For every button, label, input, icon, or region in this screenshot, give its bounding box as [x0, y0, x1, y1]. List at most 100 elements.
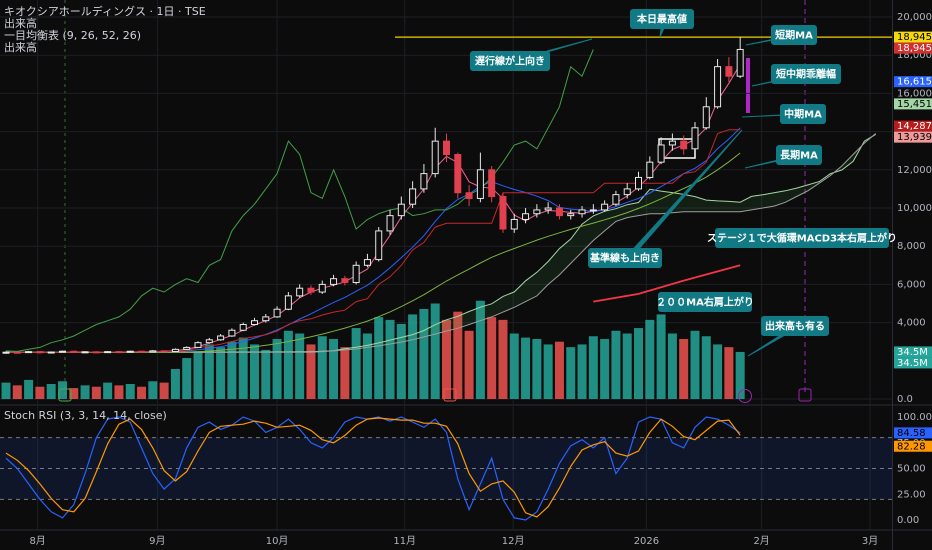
volume-bar [690, 330, 700, 399]
volume-bar [374, 317, 384, 399]
x-tick-label: 12月 [502, 535, 525, 547]
y-tick-label: 8,000 [897, 241, 926, 252]
candle-body [680, 140, 688, 150]
legend-text: キオクシアホールディングス · 1日 · TSE [4, 4, 206, 18]
candle-body [397, 203, 405, 217]
volume-bar [57, 381, 67, 399]
indicator-line [5, 49, 594, 352]
candle-body [454, 154, 462, 194]
candle-body [2, 351, 10, 354]
volume-bar [701, 336, 711, 399]
candle-body [465, 192, 473, 199]
stoch-title: Stoch RSI (3, 3, 14, 14, close) [4, 409, 167, 422]
value-label: 82.28 [897, 441, 926, 452]
candle-body [92, 351, 100, 354]
x-tick-label: 2026 [634, 536, 659, 547]
volume-bar [532, 338, 542, 399]
candle-body [386, 215, 394, 232]
volume-bar [137, 386, 147, 399]
x-tick-label: 8月 [29, 535, 45, 547]
candle-body [657, 144, 665, 163]
volume-bar [227, 341, 237, 399]
callout-box [780, 104, 826, 124]
volume-bar [362, 333, 372, 399]
earnings-icon [798, 388, 812, 402]
candle-body [25, 351, 33, 354]
price-label-bg [894, 42, 932, 54]
volume-bar [193, 351, 203, 399]
callout-box [630, 9, 694, 29]
price-label-bg [894, 131, 932, 143]
y-tick-label: 0.00 [897, 515, 919, 526]
x-tick-label: 9月 [149, 535, 165, 547]
callout-text: 中期MA [784, 108, 822, 121]
volume-bar [103, 382, 113, 399]
volume-bar [554, 341, 564, 399]
candle-body [623, 188, 631, 196]
callout-box [776, 145, 822, 165]
candle-body [70, 350, 78, 353]
candle-body [81, 351, 89, 354]
volume-bar [204, 344, 214, 399]
price-label-bg [894, 31, 932, 43]
volume-bar [182, 358, 192, 399]
volume-bar [735, 351, 745, 399]
volume-bar [566, 347, 576, 399]
volume-bar [577, 344, 587, 399]
x-tick-label: 11月 [393, 535, 416, 547]
callout-box [761, 316, 829, 336]
volume-bar [114, 385, 124, 399]
volume-bar [238, 337, 248, 399]
candle-body [714, 66, 722, 108]
volume-bar [611, 330, 621, 399]
volume-bar [600, 338, 610, 399]
legend-text: 一目均衡表 (9, 26, 52, 26) [4, 28, 141, 42]
candle-body [160, 350, 168, 353]
y-tick-label: 0.0 [897, 394, 913, 405]
volume-bar [487, 317, 497, 399]
candle-body [544, 207, 552, 211]
candle-body [522, 213, 530, 220]
split-icon [738, 389, 752, 403]
volume-bar [464, 330, 474, 399]
volume-bar [306, 344, 316, 399]
price-label-bg [894, 98, 932, 110]
volume-bar [272, 338, 282, 399]
volume-bar [170, 368, 180, 399]
callout-box [470, 51, 550, 71]
ma200-line [593, 264, 741, 303]
value-label-bg [894, 427, 932, 439]
candle-body [13, 351, 21, 354]
candle-body [58, 350, 66, 353]
candle-body [239, 324, 247, 331]
volume-bar [588, 336, 598, 399]
volume-bar [419, 308, 429, 399]
volume-bar [216, 347, 226, 399]
callout-box [715, 228, 889, 248]
price-label-bg [894, 120, 932, 132]
volume-bar [543, 344, 553, 399]
value-label-bg [894, 440, 932, 452]
candle-body [262, 316, 270, 322]
price-label: 18,945 [897, 32, 932, 43]
stoch-band [0, 437, 892, 500]
callout-text: 本日最高値 [636, 13, 687, 26]
callout-box [658, 292, 752, 312]
volume-bar [724, 347, 734, 399]
candle-body [363, 259, 371, 266]
candle-body [341, 278, 349, 283]
volume-bar [408, 314, 418, 399]
candle-body [138, 350, 146, 353]
volume-label: 34.5M [897, 347, 928, 358]
candle-body [443, 140, 450, 156]
candle-body [183, 346, 191, 350]
volume-bar [283, 330, 293, 399]
price-label: 15,451 [897, 99, 932, 110]
candle-body [115, 351, 123, 354]
candle-body [205, 339, 213, 344]
y-tick-label: 4,000 [897, 318, 926, 329]
volume-label-bg [894, 357, 932, 369]
candle-body [318, 283, 326, 293]
legend-text: 出来高 [4, 40, 37, 54]
y-tick-label: 10,000 [897, 203, 932, 214]
